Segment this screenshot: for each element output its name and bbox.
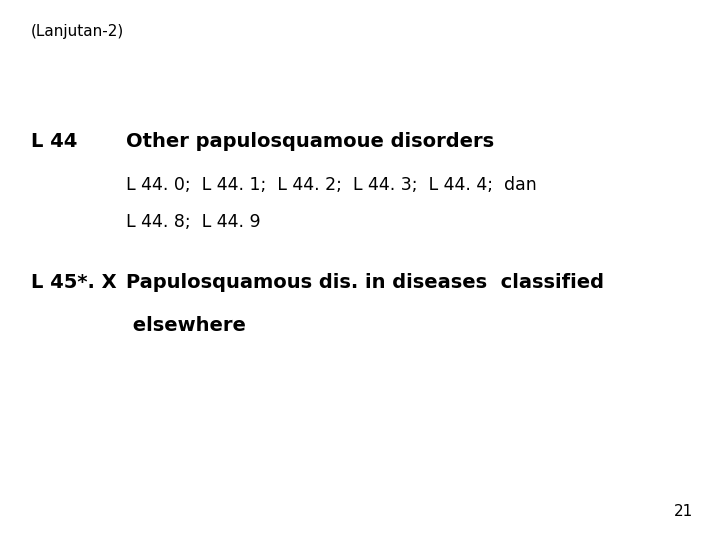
Text: L 44. 0;  L 44. 1;  L 44. 2;  L 44. 3;  L 44. 4;  dan: L 44. 0; L 44. 1; L 44. 2; L 44. 3; L 44… [126,176,536,193]
Text: L 44. 8;  L 44. 9: L 44. 8; L 44. 9 [126,213,261,231]
Text: Papulosquamous dis. in diseases  classified: Papulosquamous dis. in diseases classifi… [126,273,604,292]
Text: L 44: L 44 [31,132,77,151]
Text: 21: 21 [673,504,693,519]
Text: L 45*. X: L 45*. X [31,273,117,292]
Text: elsewhere: elsewhere [126,316,246,335]
Text: (Lanjutan-2): (Lanjutan-2) [31,24,125,39]
Text: Other papulosquamoue disorders: Other papulosquamoue disorders [126,132,494,151]
